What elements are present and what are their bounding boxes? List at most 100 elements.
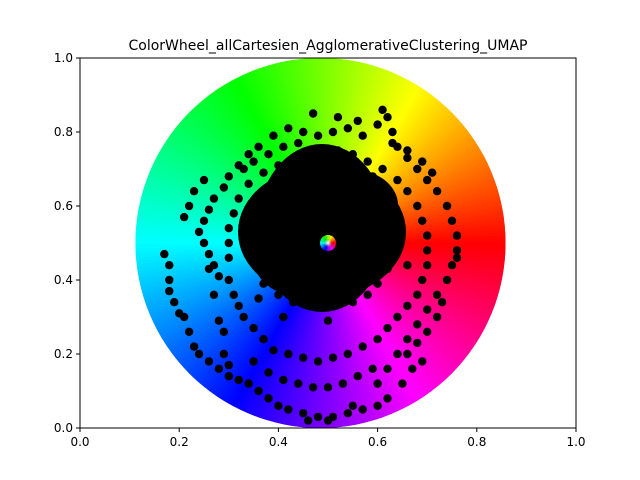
scatter-point: [264, 368, 273, 377]
scatter-point: [378, 105, 387, 115]
scatter-point: [343, 349, 353, 359]
scatter-point: [418, 357, 427, 366]
scatter-point: [383, 323, 392, 333]
y-tick-label: 0.2: [54, 347, 73, 361]
scatter-point: [343, 124, 353, 133]
scatter-point: [437, 298, 447, 307]
scatter-point: [418, 216, 427, 225]
scatter-point: [264, 394, 273, 403]
scatter-point: [254, 201, 263, 211]
scatter-point: [378, 164, 387, 174]
scatter-point: [214, 316, 224, 325]
scatter-point: [249, 157, 258, 166]
scatter-point: [442, 201, 452, 211]
scatter-point: [170, 298, 179, 307]
scatter-point: [274, 401, 283, 410]
scatter-point: [259, 279, 268, 288]
y-tick-label: 1.0: [54, 51, 73, 65]
y-tick-label: 0.4: [54, 273, 73, 287]
scatter-point: [219, 183, 229, 192]
scatter-point: [388, 220, 397, 229]
scatter-point: [383, 364, 392, 373]
scatter-point: [393, 349, 402, 359]
scatter-point: [204, 249, 214, 259]
scatter-point: [194, 349, 204, 359]
scatter-point: [284, 124, 293, 133]
x-tick-label: 1.0: [566, 435, 585, 449]
scatter-point: [408, 364, 417, 373]
scatter-point: [403, 349, 412, 359]
scatter-point: [279, 375, 288, 385]
scatter-point: [393, 312, 402, 322]
scatter-point: [427, 168, 437, 177]
x-tick-label: 0.6: [368, 435, 387, 449]
scatter-point: [323, 316, 333, 325]
scatter-point: [423, 175, 432, 185]
scatter-point: [299, 353, 308, 362]
scatter-point: [413, 164, 422, 174]
scatter-point: [239, 164, 248, 174]
scatter-point: [199, 238, 209, 248]
scatter-point: [224, 360, 233, 370]
scatter-point: [388, 138, 397, 148]
scatter-point: [328, 301, 338, 311]
scatter-point: [333, 179, 343, 188]
scatter-point: [452, 253, 462, 262]
scatter-point: [224, 372, 233, 381]
scatter-point: [388, 235, 397, 244]
scatter-point: [209, 194, 219, 203]
scatter-point: [254, 194, 263, 203]
scatter-point: [259, 335, 268, 344]
scatter-point: [224, 238, 233, 248]
scatter-point: [269, 131, 278, 140]
scatter-point: [274, 187, 283, 196]
scatter-point: [279, 312, 288, 322]
scatter-point: [353, 116, 362, 126]
scatter-point: [299, 409, 308, 418]
scatter-point: [249, 323, 258, 333]
scatter-point: [269, 346, 278, 355]
scatter-point: [313, 357, 323, 366]
scatter-point: [254, 264, 263, 274]
scatter-point: [249, 357, 258, 366]
scatter-point: [373, 401, 382, 410]
scatter-point: [284, 405, 293, 414]
scatter-point: [234, 301, 243, 311]
scatter-point: [274, 161, 283, 170]
scatter-point: [358, 131, 367, 140]
scatter-point: [199, 175, 209, 185]
scatter-point: [328, 127, 338, 137]
scatter-point: [274, 290, 283, 299]
scatter-point: [383, 113, 392, 122]
scatter-point: [363, 157, 372, 166]
scatter-point: [249, 235, 258, 244]
scatter-point: [189, 187, 199, 196]
scatter-point: [254, 142, 263, 151]
scatter-point: [413, 338, 422, 348]
scatter-point: [432, 312, 442, 322]
scatter-point: [358, 405, 367, 414]
scatter-point: [413, 320, 422, 329]
scatter-point: [353, 187, 362, 196]
scatter-point: [403, 335, 412, 344]
scatter-point: [423, 246, 432, 255]
scatter-point: [373, 335, 382, 344]
scatter-point: [209, 290, 219, 299]
scatter-point: [179, 312, 189, 322]
scatter-point: [383, 394, 392, 403]
scatter-point: [289, 298, 298, 307]
scatter-point: [323, 161, 333, 170]
scatter-point: [224, 224, 233, 233]
scatter-point: [224, 172, 233, 181]
scatter-point: [373, 279, 382, 288]
x-tick-label: 0.8: [467, 435, 486, 449]
scatter-point: [234, 375, 243, 385]
x-tick-label: 0.0: [70, 435, 89, 449]
scatter-point: [264, 150, 273, 159]
scatter-point: [318, 146, 328, 155]
y-tick-label: 0.0: [54, 421, 73, 435]
x-tick-label: 0.2: [170, 435, 189, 449]
scatter-point: [413, 290, 422, 299]
scatter-point: [299, 127, 308, 137]
scatter-point: [423, 327, 432, 336]
